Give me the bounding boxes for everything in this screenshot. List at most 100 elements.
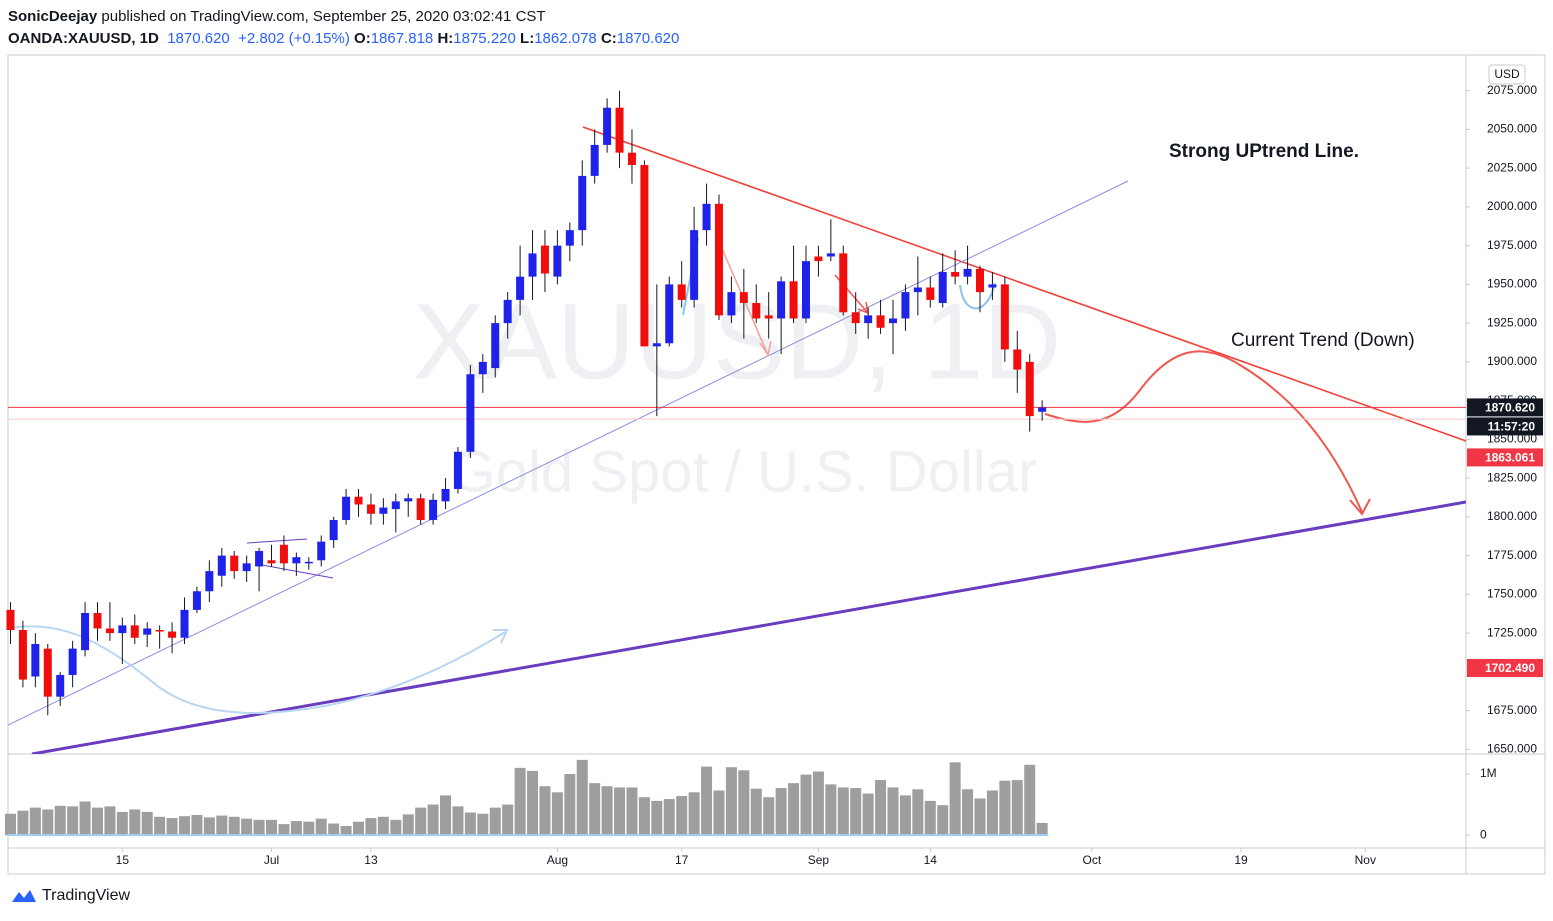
- volume-bar: [154, 816, 166, 836]
- y-tick-label: 1925.000: [1487, 315, 1537, 329]
- y-tick-label: 1725.000: [1487, 625, 1537, 639]
- y-tick-label: 2050.000: [1487, 122, 1537, 136]
- candle-body: [429, 499, 438, 520]
- volume-bar: [763, 797, 775, 836]
- candle-body: [1038, 407, 1047, 412]
- candle-body: [764, 315, 773, 319]
- candle-body: [603, 107, 612, 145]
- candle-body: [988, 284, 997, 288]
- candle-body: [888, 318, 897, 324]
- volume-bar: [850, 788, 862, 836]
- candle-body: [963, 268, 972, 277]
- volume-bar: [750, 788, 762, 836]
- candle-body: [180, 609, 189, 638]
- volume-bar: [67, 806, 79, 836]
- candle-body: [553, 245, 562, 277]
- volume-bar: [328, 823, 340, 836]
- volume-bar: [464, 812, 476, 836]
- candle-body: [404, 498, 413, 502]
- candle-body: [702, 203, 711, 231]
- volume-bar: [228, 816, 240, 836]
- volume-bar: [539, 786, 551, 836]
- volume-bar: [775, 788, 787, 836]
- drawings: [8, 126, 1466, 754]
- candle-body: [864, 315, 873, 324]
- candle-body: [205, 571, 214, 592]
- candle-body: [690, 230, 699, 300]
- volume-bar: [651, 800, 663, 836]
- candle-body: [851, 312, 860, 324]
- x-tick-label: 19: [1234, 853, 1248, 867]
- watermark-sub: Gold Spot / U.S. Dollar: [451, 439, 1038, 504]
- volume-bar: [390, 819, 402, 836]
- candle-body: [366, 504, 375, 514]
- x-tick-label: Oct: [1083, 853, 1102, 867]
- candle-body: [342, 496, 351, 520]
- candle-body: [143, 628, 152, 635]
- volume-bar: [576, 759, 588, 836]
- h: 1875.220: [453, 30, 516, 47]
- candle-body: [130, 625, 139, 638]
- candle-body: [6, 609, 15, 631]
- volume-bar: [17, 810, 29, 836]
- candle-body: [777, 281, 786, 319]
- candle-body: [217, 555, 226, 576]
- volume-bar: [701, 766, 713, 836]
- candle-body: [168, 631, 177, 638]
- y-tick-label: 1975.000: [1487, 238, 1537, 252]
- volume-bar: [116, 811, 128, 836]
- candle-body: [540, 245, 549, 274]
- arrow-head: [1349, 498, 1371, 516]
- x-tick-label: Sep: [808, 853, 830, 867]
- candle-body: [56, 674, 65, 697]
- volume-bar: [290, 821, 302, 836]
- candle-body: [789, 281, 798, 319]
- volume-bar: [862, 793, 874, 836]
- candle-body: [155, 630, 164, 632]
- volume-bar: [203, 817, 215, 836]
- candle-body: [665, 284, 674, 344]
- support-line: [31, 500, 1466, 754]
- volume-bar: [489, 807, 501, 836]
- volume-bar: [837, 787, 849, 836]
- candle-body: [31, 643, 40, 677]
- candle-body: [565, 230, 574, 246]
- candle-body: [839, 253, 848, 313]
- candle-body: [1000, 284, 1009, 350]
- volume-bar: [738, 770, 750, 836]
- volume-bar: [974, 798, 986, 836]
- symbol: OANDA:XAUUSD, 1D: [8, 30, 159, 47]
- volume-bar: [638, 797, 650, 836]
- y-tick-label: 1950.000: [1487, 277, 1537, 291]
- candle-body: [640, 165, 649, 347]
- brand: TradingView: [42, 887, 131, 904]
- uptrend-line: [8, 180, 1129, 726]
- volume-bar: [999, 780, 1011, 836]
- volume-bar: [912, 789, 924, 836]
- volume-bar: [278, 824, 290, 836]
- candle-body: [578, 175, 587, 231]
- candle-body: [876, 315, 885, 328]
- candle-body: [478, 361, 487, 375]
- volume-bar: [899, 795, 911, 836]
- candle-body: [615, 107, 624, 153]
- volume-bar: [601, 786, 613, 836]
- currency: USD: [1494, 67, 1520, 81]
- y-tick-label: 2025.000: [1487, 160, 1537, 174]
- volume-bar: [452, 806, 464, 836]
- projection-curve: [1044, 350, 1363, 513]
- y-tick-label: 1775.000: [1487, 548, 1537, 562]
- l: 1862.078: [534, 30, 597, 47]
- y-tick-label: 1675.000: [1487, 703, 1537, 717]
- volume-bar: [166, 818, 178, 836]
- volume-bar: [924, 800, 936, 836]
- volume-bar: [477, 813, 489, 836]
- volume-bar: [440, 795, 452, 836]
- price-marker: [1467, 448, 1543, 467]
- annotation: Current Trend (Down): [1231, 330, 1415, 351]
- y-tick-label: 2075.000: [1487, 83, 1537, 97]
- y-tick-label: 1900.000: [1487, 354, 1537, 368]
- volume-bar: [676, 795, 688, 836]
- volume-bar: [589, 783, 601, 836]
- volume-bar: [564, 773, 576, 836]
